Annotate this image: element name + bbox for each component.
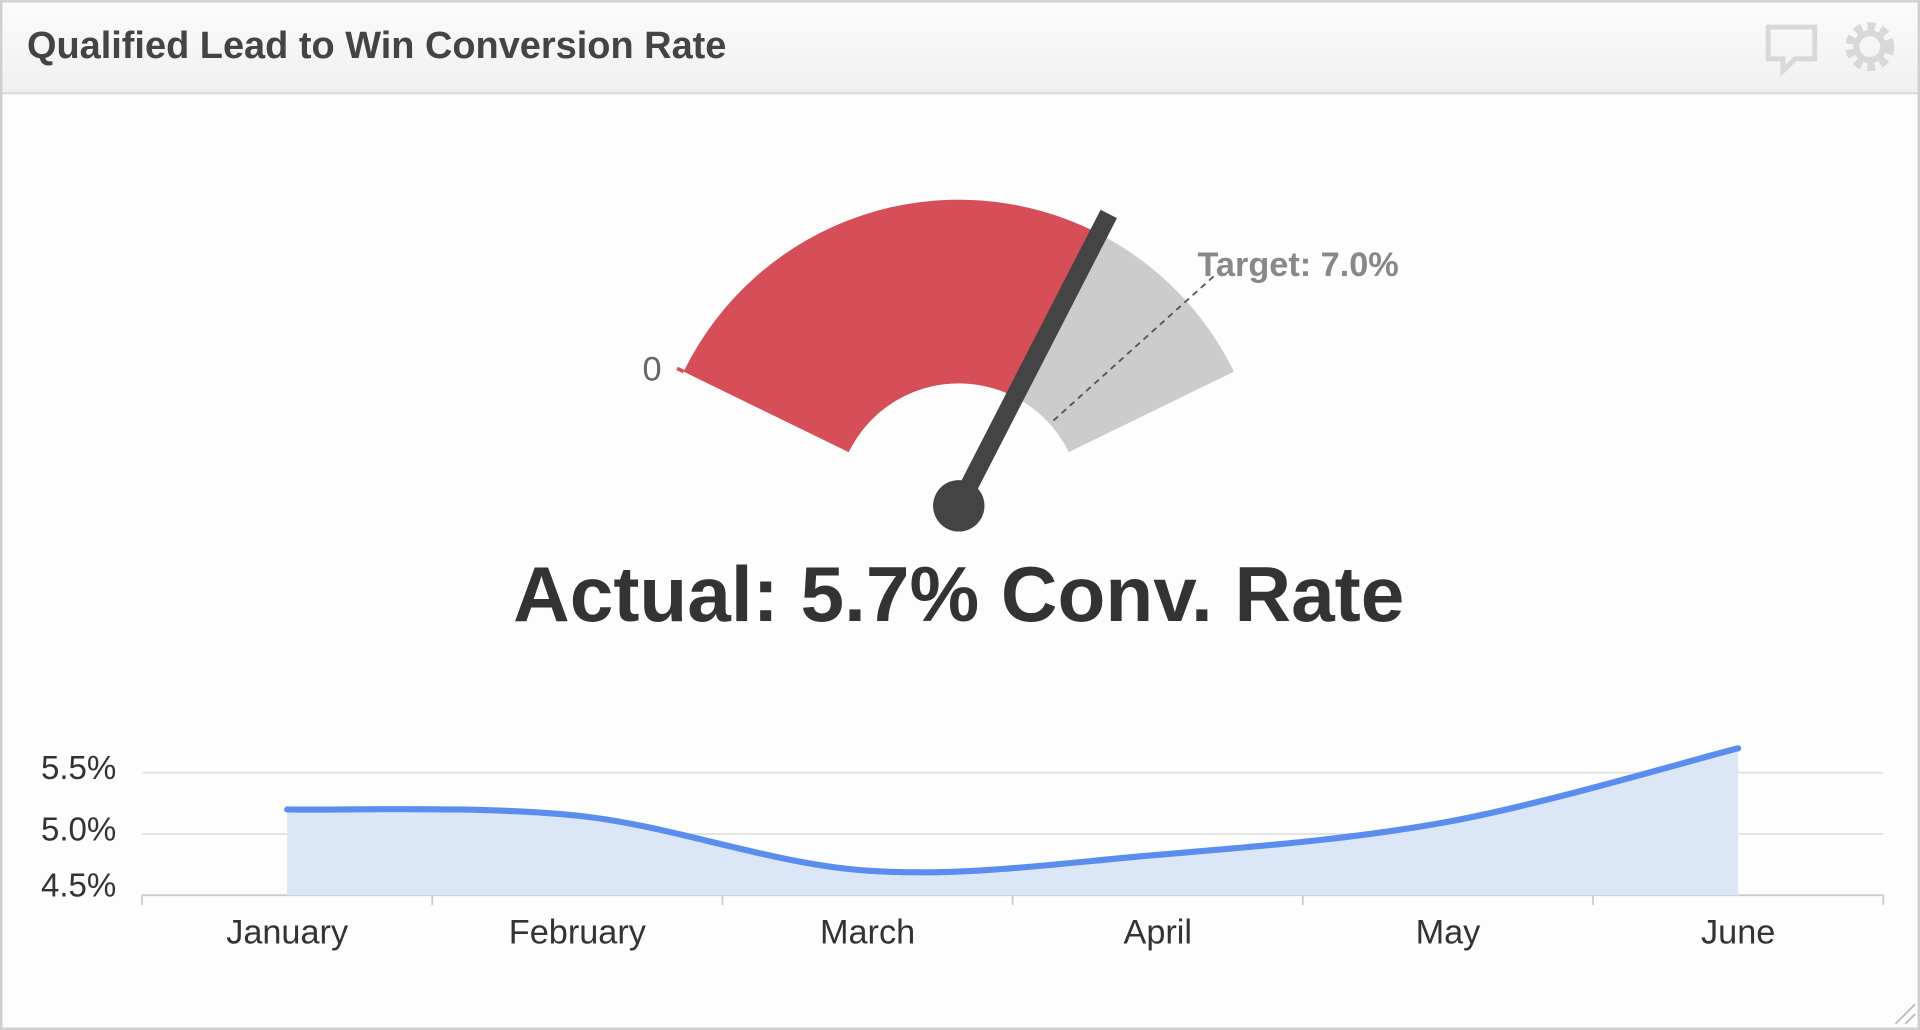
x-tick-label: June (1701, 913, 1775, 951)
x-tick-label: May (1416, 913, 1482, 951)
target-line (1052, 275, 1215, 422)
x-tick-label: April (1123, 913, 1192, 951)
x-tick-label: March (820, 913, 915, 951)
gauge-tick-label: 0 (643, 351, 662, 389)
needle-hub (933, 480, 985, 532)
settings-icon[interactable] (1845, 22, 1895, 72)
x-tick-label: January (226, 913, 349, 951)
y-tick-label: 5.5% (41, 750, 116, 787)
actual-label: Actual: 5.7% Conv. Rate (513, 550, 1404, 638)
target-label: Target: 7.0% (1198, 246, 1399, 284)
area-fill (287, 748, 1739, 896)
resize-handle[interactable] (1894, 1003, 1916, 1025)
widget-title: Qualified Lead to Win Conversion Rate (27, 25, 726, 67)
gauge-needle (950, 209, 1117, 511)
widget-header (2, 2, 1918, 94)
line (284, 745, 1742, 876)
gauge-value-arc (683, 199, 1099, 453)
x-tick-label: February (509, 913, 647, 951)
gauge-tick (676, 366, 685, 374)
comment-icon[interactable] (1765, 24, 1818, 78)
y-tick-label: 5.0% (41, 811, 116, 848)
y-tick-label: 4.5% (41, 868, 116, 905)
